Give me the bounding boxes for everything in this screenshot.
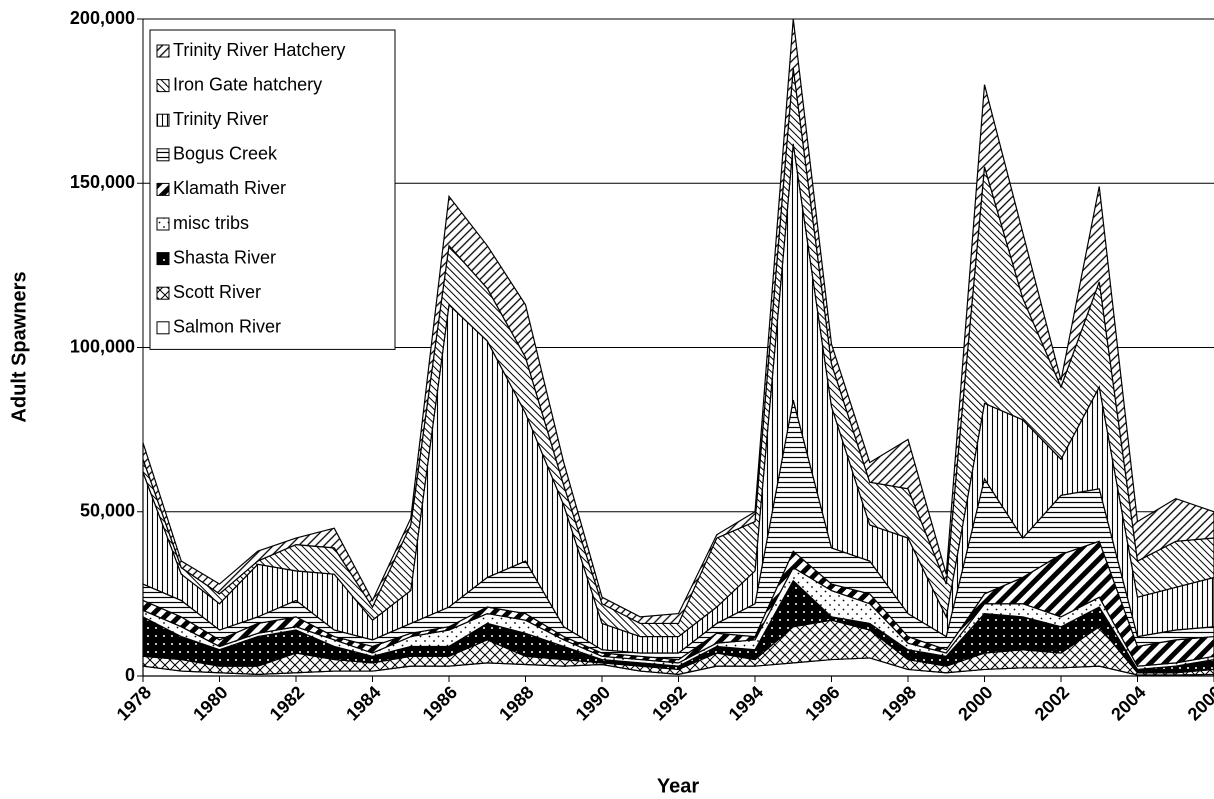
legend-swatch [156, 44, 170, 58]
legend-swatch [156, 217, 170, 231]
x-tick-label: 1994 [725, 682, 767, 724]
legend-swatch [156, 252, 170, 266]
legend-label: Iron Gate hatchery [173, 74, 322, 94]
legend-label: Bogus Creek [173, 144, 278, 164]
legend-swatch [156, 79, 170, 93]
legend-box [149, 29, 396, 350]
legend-label: Scott River [173, 282, 261, 302]
x-tick-label: 1978 [113, 682, 155, 724]
areas [142, 18, 1214, 677]
legend-swatch [156, 321, 170, 335]
legend-label: Salmon River [173, 317, 281, 337]
legend-label: Klamath River [173, 178, 286, 198]
y-tick-label: 0 [125, 665, 135, 685]
y-tick-label: 100,000 [70, 336, 135, 356]
x-tick-label: 1980 [189, 682, 231, 724]
x-tick-label: 1982 [266, 682, 308, 724]
x-tick-label: 2006 [1184, 682, 1214, 724]
legend-swatch [156, 286, 170, 300]
legend-swatch [156, 182, 170, 196]
x-tick-label: 1990 [572, 682, 614, 724]
y-axis-title: Adult Spawners [8, 271, 30, 422]
x-tick-label: 2004 [1107, 682, 1149, 724]
y-tick-label: 200,000 [70, 8, 135, 28]
x-tick-label: 1986 [419, 682, 461, 724]
x-tick-label: 1988 [495, 682, 537, 724]
x-tick-label: 1996 [801, 682, 843, 724]
legend-label: Trinity River Hatchery [173, 40, 345, 60]
legend-swatch [156, 113, 170, 127]
legend-label: misc tribs [173, 213, 249, 233]
legend: Trinity River Hatchery Iron Gate hatchery… [149, 29, 396, 350]
x-tick-label: 2000 [954, 682, 996, 724]
y-tick-label: 150,000 [70, 172, 135, 192]
x-tick-label: 1984 [342, 682, 384, 724]
y-tick-label: 50,000 [80, 501, 135, 521]
legend-swatch [156, 148, 170, 162]
legend-label: Shasta River [173, 247, 276, 267]
x-tick-label: 1998 [878, 682, 920, 724]
x-axis-title: Year [657, 775, 699, 797]
area [142, 18, 1214, 625]
legend-label: Trinity River [173, 109, 268, 129]
x-tick-label: 2002 [1031, 682, 1073, 724]
x-tick-label: 1992 [648, 682, 690, 724]
